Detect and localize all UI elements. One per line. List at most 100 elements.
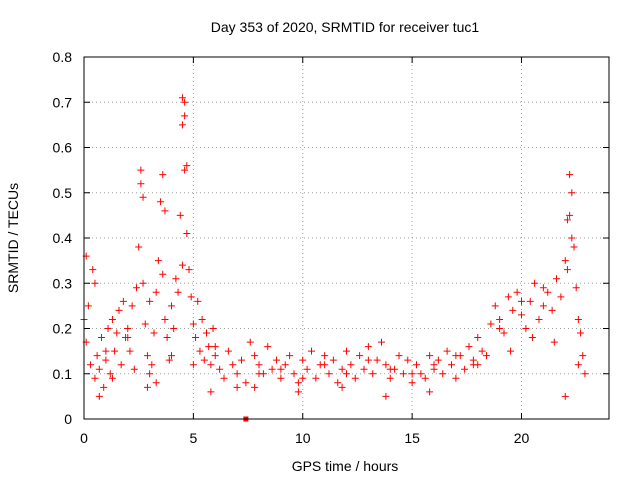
data-point	[115, 306, 123, 314]
data-point	[329, 356, 337, 364]
data-point	[87, 361, 95, 369]
data-point	[102, 356, 110, 364]
data-point	[574, 361, 582, 369]
data-point	[181, 98, 189, 106]
data-point	[128, 302, 136, 310]
data-point	[518, 297, 525, 305]
data-point	[568, 234, 576, 242]
y-tick-label: 0.5	[53, 185, 73, 201]
data-point	[189, 320, 197, 328]
data-point	[148, 361, 156, 369]
data-point	[187, 293, 195, 301]
data-point	[483, 352, 490, 360]
y-tick-label: 0.1	[53, 366, 73, 382]
data-point	[539, 302, 547, 310]
data-point	[531, 279, 539, 287]
y-tick-label: 0.3	[53, 275, 73, 291]
data-point	[478, 347, 486, 355]
data-point	[443, 347, 451, 355]
data-point	[579, 352, 587, 360]
data-point	[356, 352, 364, 360]
data-point	[139, 193, 147, 201]
data-point	[126, 347, 134, 355]
data-point	[168, 302, 175, 310]
x-tick-label: 0	[80, 430, 88, 446]
data-point	[572, 284, 580, 292]
data-point	[399, 370, 407, 378]
data-point	[152, 288, 160, 296]
data-point	[461, 365, 469, 373]
data-point	[360, 365, 368, 373]
data-point	[198, 315, 206, 323]
data-point	[233, 383, 241, 391]
data-point	[448, 361, 455, 369]
data-point	[439, 370, 447, 378]
data-point	[290, 370, 298, 378]
data-point	[277, 374, 285, 382]
data-point	[84, 302, 92, 310]
data-point	[452, 374, 460, 382]
data-point	[264, 343, 272, 351]
data-point	[119, 297, 127, 305]
data-point	[102, 347, 110, 355]
data-point	[192, 334, 200, 342]
data-point	[152, 379, 160, 387]
data-point	[273, 356, 280, 364]
axis-ticks: 0 0.1 0.2 0.3 0.4 0.5 0.6 0.7 0.8 0 5 10 15 20	[53, 49, 609, 446]
data-point	[469, 361, 477, 369]
data-point	[321, 361, 329, 369]
data-point	[106, 370, 114, 378]
data-point	[474, 334, 482, 342]
data-point	[111, 347, 119, 355]
x-tick-label: 20	[514, 430, 530, 446]
y-axis-label: SRMTID / TECUs	[5, 183, 21, 293]
data-point	[382, 361, 390, 369]
data-point	[141, 320, 149, 328]
data-point	[98, 334, 105, 342]
data-point	[553, 275, 560, 283]
data-point	[238, 356, 245, 364]
data-point	[183, 229, 191, 237]
y-tick-label: 0.2	[53, 321, 73, 337]
data-point	[233, 370, 241, 378]
data-point	[426, 388, 434, 396]
data-point	[548, 306, 556, 314]
data-point	[382, 392, 390, 400]
data-point	[181, 166, 189, 174]
data-point	[161, 315, 169, 323]
data-point	[347, 361, 355, 369]
data-point	[312, 374, 320, 382]
data-point	[574, 315, 582, 323]
data-point	[343, 347, 350, 355]
data-point	[108, 315, 116, 323]
data-point	[207, 388, 215, 396]
data-point	[338, 383, 346, 391]
data-point	[507, 347, 515, 355]
data-point	[209, 325, 217, 332]
data-point	[172, 275, 180, 283]
data-point	[528, 334, 536, 342]
data-point	[146, 297, 154, 305]
x-tick-label: 10	[295, 430, 311, 446]
data-point	[159, 270, 167, 278]
data-point	[294, 388, 302, 396]
data-point	[426, 352, 434, 360]
data-point	[509, 306, 517, 314]
data-point	[570, 243, 578, 251]
data-point	[364, 356, 372, 364]
data-point	[178, 94, 186, 102]
data-point	[165, 356, 173, 364]
data-point	[561, 257, 569, 265]
data-point	[395, 352, 403, 360]
data-point	[417, 370, 425, 378]
data-point	[581, 370, 589, 378]
data-point	[100, 383, 108, 391]
data-point	[378, 338, 385, 346]
data-point	[178, 121, 186, 129]
data-point	[146, 370, 154, 378]
y-tick-label: 0.6	[53, 140, 73, 156]
data-point	[117, 361, 125, 369]
data-point	[277, 365, 285, 373]
data-point	[373, 356, 381, 364]
